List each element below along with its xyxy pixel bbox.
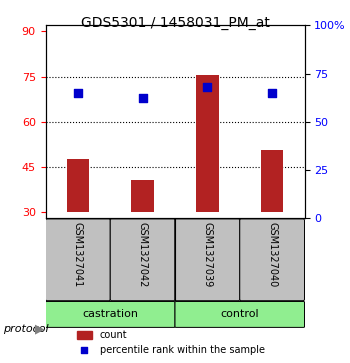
Point xyxy=(75,90,80,96)
FancyBboxPatch shape xyxy=(240,219,304,301)
Bar xyxy=(66,159,89,212)
Text: GSM1327039: GSM1327039 xyxy=(202,222,212,287)
Point xyxy=(270,90,275,96)
Bar xyxy=(261,150,284,212)
Point xyxy=(140,95,146,101)
Text: count: count xyxy=(100,330,127,340)
FancyBboxPatch shape xyxy=(46,219,110,301)
Text: GSM1327041: GSM1327041 xyxy=(73,222,83,287)
Text: castration: castration xyxy=(82,309,138,319)
Text: ▶: ▶ xyxy=(35,322,45,335)
Point xyxy=(82,347,87,353)
Text: control: control xyxy=(220,309,259,319)
FancyBboxPatch shape xyxy=(175,219,240,301)
Text: GDS5301 / 1458031_PM_at: GDS5301 / 1458031_PM_at xyxy=(80,16,270,30)
Bar xyxy=(196,75,219,212)
Text: GSM1327042: GSM1327042 xyxy=(138,222,148,287)
Bar xyxy=(131,180,154,212)
FancyBboxPatch shape xyxy=(175,302,304,327)
Text: GSM1327040: GSM1327040 xyxy=(267,222,277,287)
Text: protocol: protocol xyxy=(4,323,49,334)
FancyBboxPatch shape xyxy=(110,219,175,301)
Bar xyxy=(77,331,92,339)
Text: percentile rank within the sample: percentile rank within the sample xyxy=(100,345,265,355)
Point xyxy=(204,85,210,90)
FancyBboxPatch shape xyxy=(46,302,175,327)
